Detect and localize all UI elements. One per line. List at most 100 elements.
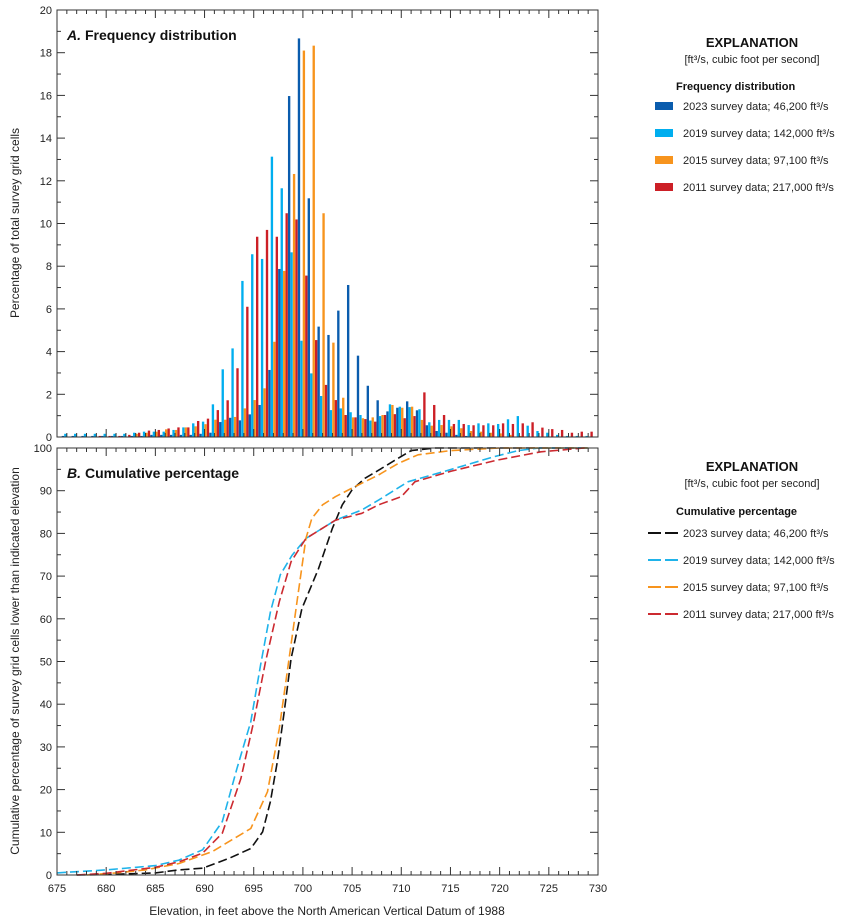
- bar-2019-705: [349, 412, 352, 437]
- bar-2015-694: [243, 408, 247, 437]
- bar-2019-719: [487, 423, 490, 437]
- panel-b-cumulative-percentage: 675 680 685 690 695 700 705 710 715 720 725 730 0 10 2…: [34, 443, 608, 895]
- panel-b-title: B. Cumulative percentage: [67, 465, 239, 481]
- bar-2011-688: [187, 427, 190, 437]
- legend-a-heading: EXPLANATION: [706, 35, 798, 50]
- bar-2019-708: [378, 416, 382, 437]
- bar-2015-684: [145, 432, 148, 437]
- bar-2019-693: [231, 348, 234, 437]
- bar-2011-726: [560, 429, 564, 437]
- panel-b-y-axis-title: Cumulative percentage of survey grid cel…: [8, 467, 22, 855]
- bar-2015-719: [489, 432, 492, 437]
- bar-2019-676: [64, 433, 67, 437]
- bar-2011-695: [255, 236, 259, 437]
- bar-2011-710: [403, 418, 406, 437]
- legend-a-label: 2011 survey data; 217,000 ft³/s: [683, 182, 834, 194]
- bar-2023-701: [307, 198, 310, 437]
- bar-2015-713: [430, 425, 433, 437]
- bar-2019-682: [123, 433, 126, 437]
- bar-2015-703: [332, 342, 335, 437]
- y-tick-label-a: 10: [40, 219, 52, 231]
- bar-2011-715: [452, 423, 456, 437]
- bar-2023-687: [169, 434, 173, 437]
- bar-2023-714: [435, 431, 438, 437]
- bar-2023-704: [337, 310, 340, 437]
- bar-2023-676: [61, 435, 65, 437]
- bar-2019-680: [103, 433, 106, 437]
- bar-2019-723: [526, 425, 529, 437]
- bar-2019-714: [437, 419, 441, 437]
- bar-2015-705: [351, 417, 355, 437]
- bar-2015-704: [342, 397, 345, 437]
- bar-2019-694: [241, 280, 244, 437]
- bar-2011-680: [108, 435, 111, 437]
- bar-2023-683: [130, 435, 133, 437]
- bar-2019-715: [447, 419, 451, 437]
- bar-2015-716: [460, 428, 463, 437]
- plot-frame-b: [56, 447, 599, 876]
- bar-2011-687: [177, 427, 180, 437]
- bar-2015-711: [410, 406, 414, 437]
- bar-2011-724: [541, 427, 544, 437]
- bar-2011-699: [295, 219, 298, 437]
- bar-2011-729: [590, 431, 593, 437]
- bar-2019-698: [280, 188, 283, 437]
- bar-2019-713: [428, 422, 431, 437]
- bar-2019-691: [211, 404, 215, 437]
- x-axis-title: Elevation, in feet above the North Ameri…: [149, 904, 505, 918]
- y-tick-label-b: 70: [40, 571, 52, 583]
- bar-2023-684: [140, 435, 143, 437]
- bar-2011-728: [580, 431, 583, 437]
- line-2015: [86, 447, 589, 876]
- bar-2015-721: [509, 434, 512, 437]
- bar-2015-720: [499, 433, 502, 437]
- bar-2011-725: [551, 429, 554, 437]
- y-tick-label-b: 60: [40, 614, 52, 626]
- bar-2011-703: [334, 400, 338, 437]
- bar-2023-695: [248, 414, 251, 437]
- panel-b-title-text: Cumulative percentage: [85, 465, 239, 481]
- y-tick-label-b: 100: [34, 443, 52, 455]
- x-tick-label: 680: [97, 883, 115, 895]
- bar-2019-688: [182, 427, 185, 437]
- y-tick-label-a: 16: [40, 90, 52, 102]
- bar-2019-717: [467, 425, 470, 437]
- bar-2023-685: [150, 434, 153, 437]
- x-tick-label: 695: [245, 883, 263, 895]
- bar-2011-704: [344, 415, 347, 437]
- bar-2023-716: [455, 434, 458, 437]
- bar-2023-717: [465, 435, 468, 437]
- bar-2011-701: [315, 340, 318, 437]
- y-tick-label-a: 2: [46, 389, 52, 401]
- bar-2011-679: [98, 435, 101, 437]
- bar-2011-684: [147, 430, 151, 437]
- bar-2015-700: [302, 50, 306, 438]
- bar-2019-692: [221, 369, 224, 437]
- bar-2023-707: [366, 385, 370, 437]
- bar-2019-702: [319, 396, 323, 437]
- legend-b-heading: EXPLANATION: [706, 459, 798, 474]
- bar-2019-718: [477, 423, 480, 437]
- bar-2011-685: [157, 429, 160, 437]
- bar-2011-711: [413, 416, 416, 437]
- legend-b-label: 2015 survey data; 97,100 ft³/s: [683, 582, 829, 594]
- x-tick-label: 710: [392, 883, 410, 895]
- bar-2023-708: [376, 400, 379, 437]
- bar-2011-686: [167, 428, 170, 437]
- y-tick-label-a: 4: [46, 347, 52, 359]
- panel-b-letter: B.: [67, 465, 81, 481]
- bar-2023-689: [189, 434, 192, 437]
- line-2023: [76, 447, 589, 876]
- bar-2019-728: [575, 435, 579, 437]
- bar-2023-705: [346, 284, 350, 437]
- bar-2011-681: [118, 435, 121, 437]
- bar-2019-722: [516, 416, 520, 437]
- bar-2011-696: [265, 229, 269, 437]
- bar-2019-726: [556, 434, 559, 437]
- bar-2011-707: [374, 421, 377, 437]
- bar-2011-682: [128, 434, 131, 437]
- bar-2019-699: [290, 252, 293, 437]
- bar-2019-703: [329, 410, 333, 437]
- x-tick-label: 700: [294, 883, 312, 895]
- bar-2015-714: [440, 425, 443, 437]
